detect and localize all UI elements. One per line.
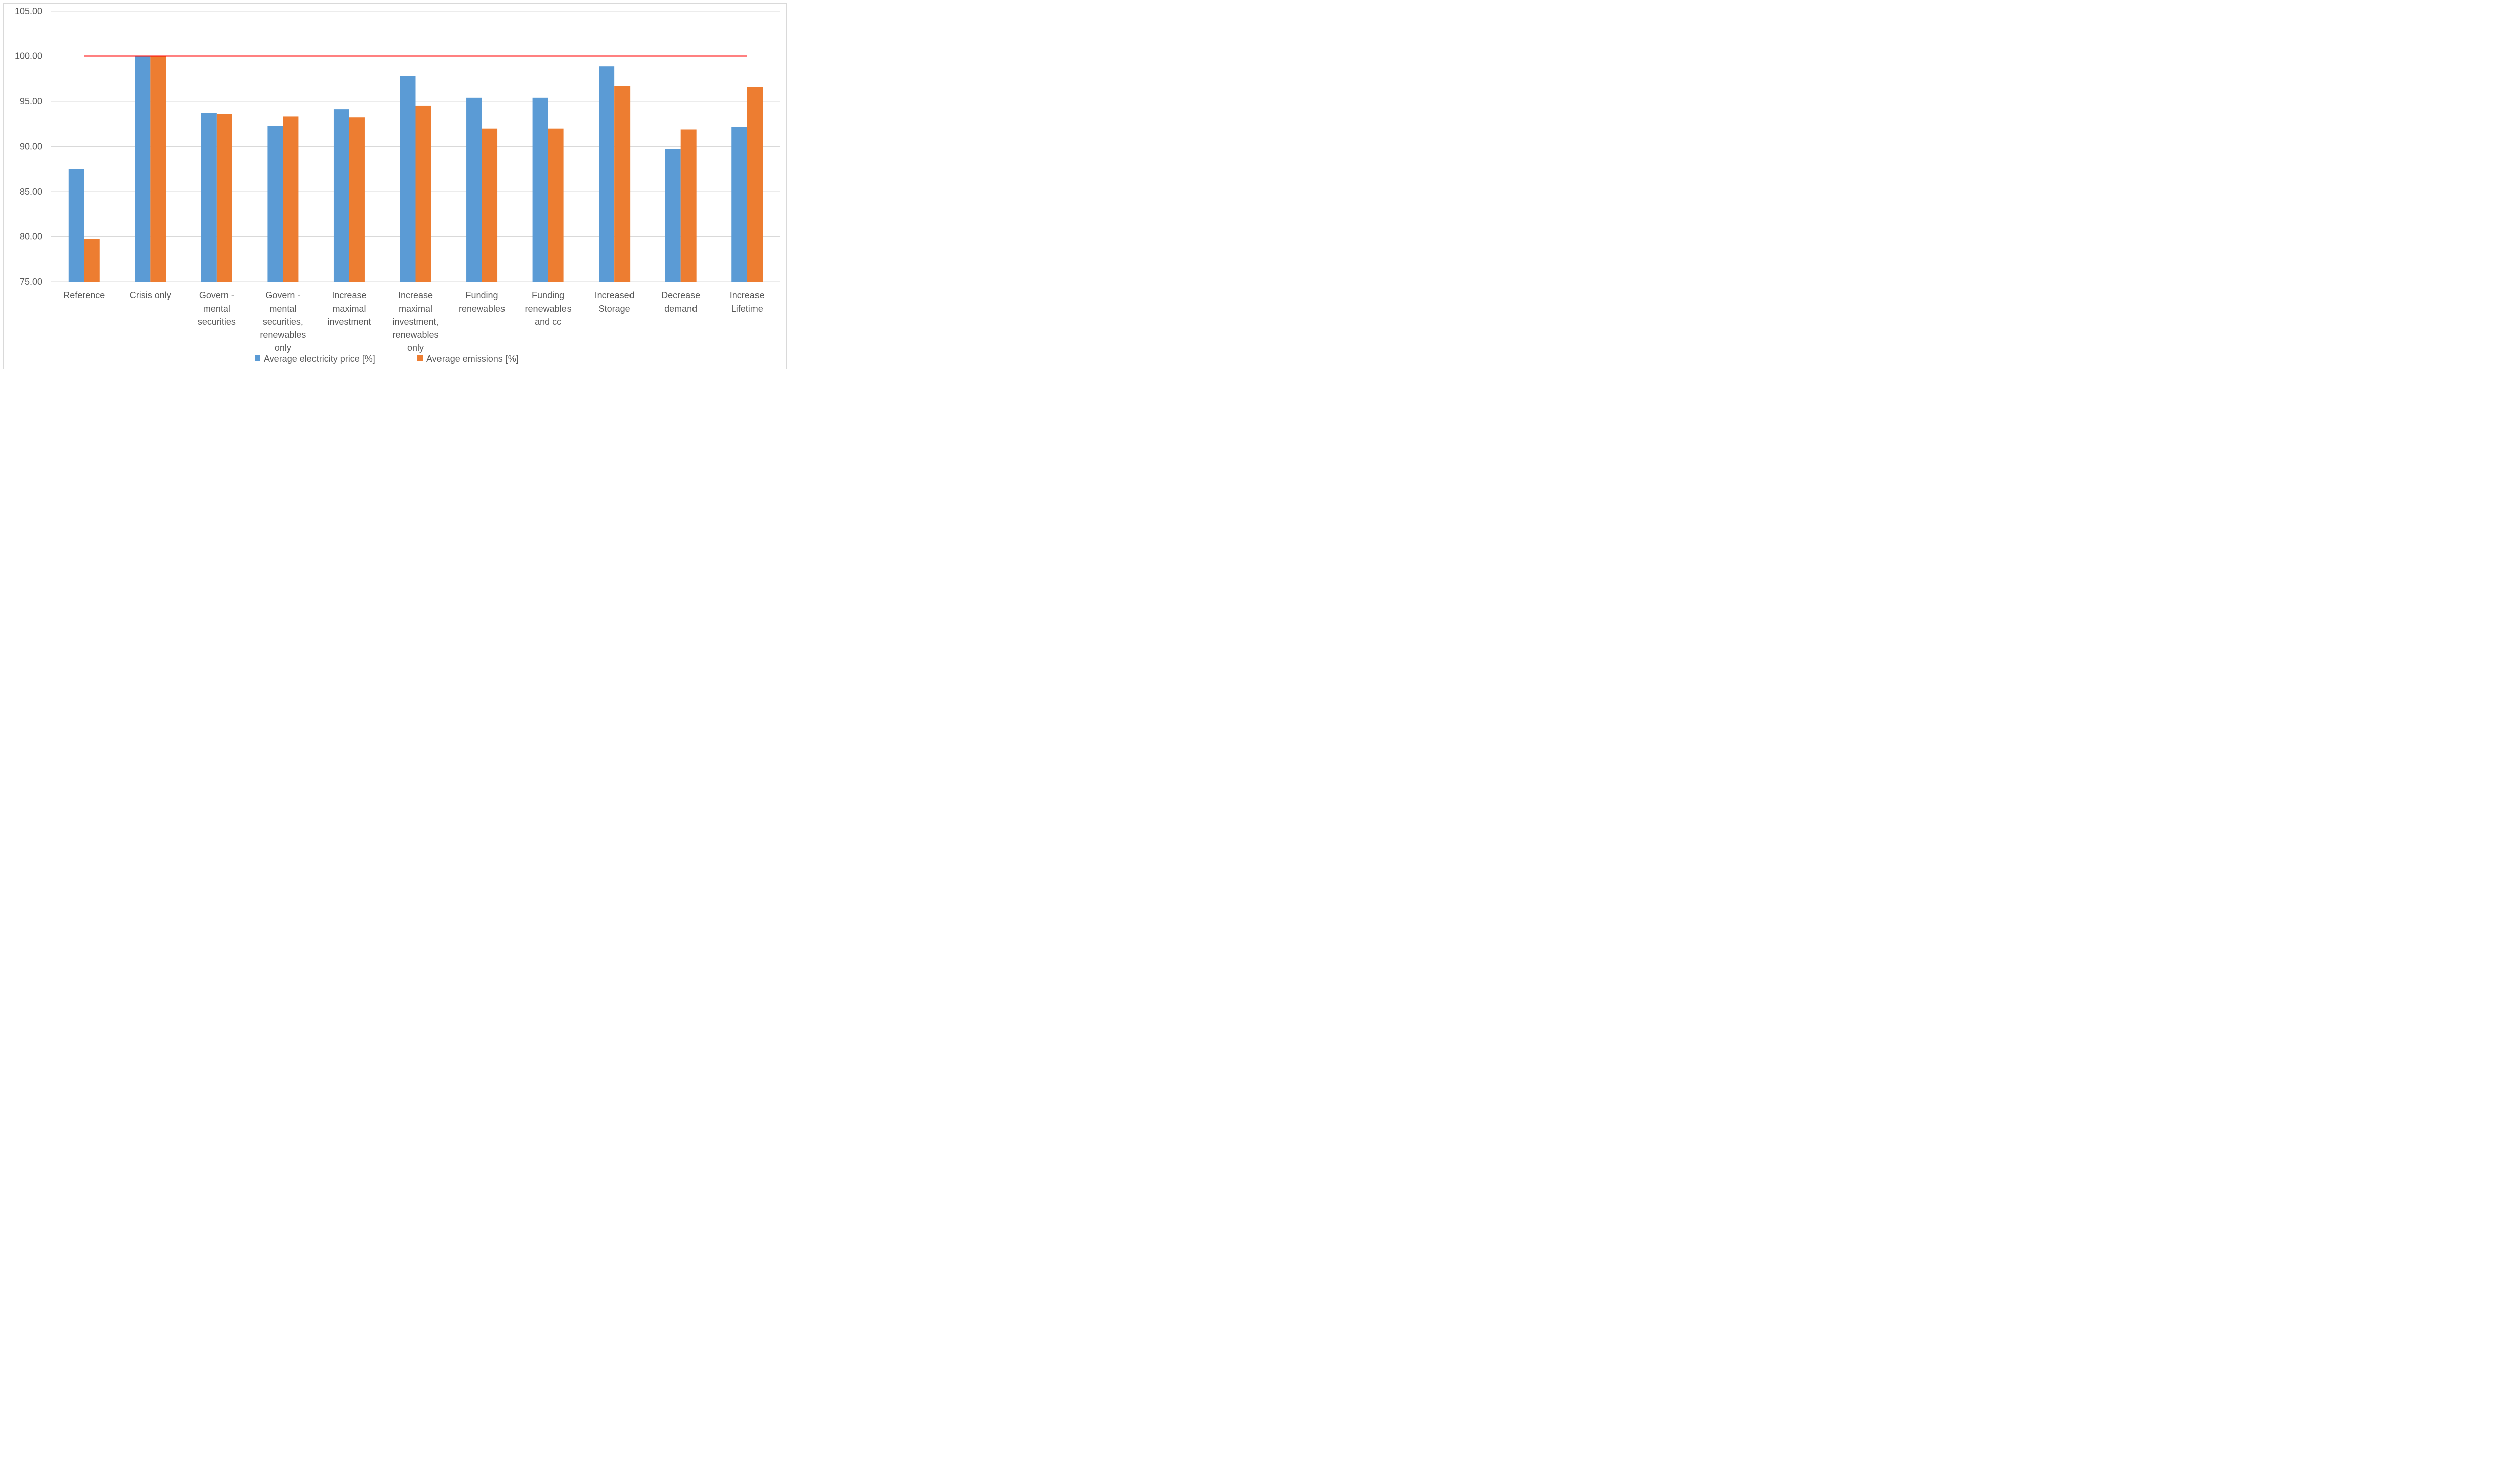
bar [548, 128, 564, 282]
legend-swatch [417, 355, 423, 361]
category-label: Funding [532, 290, 564, 300]
legend: Average electricity price [%] Average emi… [255, 354, 519, 364]
category-label: renewables [525, 303, 572, 314]
y-tick-label: 75.00 [20, 277, 42, 287]
bar [614, 86, 631, 282]
bar [68, 169, 84, 282]
bar [665, 149, 681, 282]
bar [333, 109, 349, 282]
category-label: only [275, 343, 291, 353]
category-label: Govern - [265, 290, 300, 300]
category-label: only [407, 343, 424, 353]
legend-label: Average electricity price [%] [264, 354, 375, 364]
y-tick-label: 105.00 [15, 6, 42, 16]
category-label: Reference [63, 290, 105, 300]
category-label: securities [198, 317, 236, 327]
legend-label: Average emissions [%] [426, 354, 519, 364]
y-tick-label: 85.00 [20, 187, 42, 197]
category-label: and cc [535, 317, 561, 327]
category-label: securities, [263, 317, 303, 327]
bar [283, 116, 299, 282]
category-label: maximal [399, 303, 432, 314]
category-label: investment, [392, 317, 438, 327]
chart-frame [3, 3, 787, 369]
bar [599, 66, 615, 282]
bar [150, 56, 166, 282]
bar [466, 97, 482, 282]
category-label: Increase [730, 290, 765, 300]
category-label: mental [269, 303, 296, 314]
bar [267, 126, 283, 282]
category-label: Govern - [199, 290, 234, 300]
category-label: Decrease [661, 290, 700, 300]
category-label: maximal [332, 303, 366, 314]
category-label: Increased [595, 290, 635, 300]
y-tick-label: 95.00 [20, 96, 42, 106]
category-label: Increase [398, 290, 433, 300]
category-label: Storage [599, 303, 631, 314]
bar [680, 129, 697, 282]
category-label: Lifetime [731, 303, 763, 314]
bar [532, 97, 548, 282]
category-label: Increase [332, 290, 366, 300]
bar [415, 105, 431, 282]
y-tick-label: 100.00 [15, 51, 42, 62]
bars [68, 56, 763, 282]
category-label: mental [203, 303, 230, 314]
category-label: Crisis only [130, 290, 171, 300]
bar [482, 128, 498, 282]
bar [349, 117, 365, 282]
x-axis-categories: Reference Crisis only Govern - mental securi… [63, 290, 765, 353]
y-axis-ticks: 75.00 80.00 85.00 90.00 95.00 100.00 105.00 [15, 6, 42, 287]
y-tick-label: 90.00 [20, 142, 42, 152]
category-label: renewables [459, 303, 505, 314]
category-label: Funding [466, 290, 498, 300]
legend-swatch [255, 355, 260, 361]
bar [747, 87, 763, 282]
bar [400, 76, 416, 282]
category-label: demand [664, 303, 697, 314]
category-label: renewables [260, 330, 306, 340]
bar-chart: 75.00 80.00 85.00 90.00 95.00 100.00 105.00 Re… [15, 6, 780, 364]
y-tick-label: 80.00 [20, 232, 42, 242]
bar [135, 56, 151, 282]
category-label: investment [327, 317, 371, 327]
bar [84, 239, 100, 282]
bar [731, 127, 747, 282]
bar [201, 113, 217, 282]
bar [216, 114, 232, 282]
category-label: renewables [392, 330, 438, 340]
